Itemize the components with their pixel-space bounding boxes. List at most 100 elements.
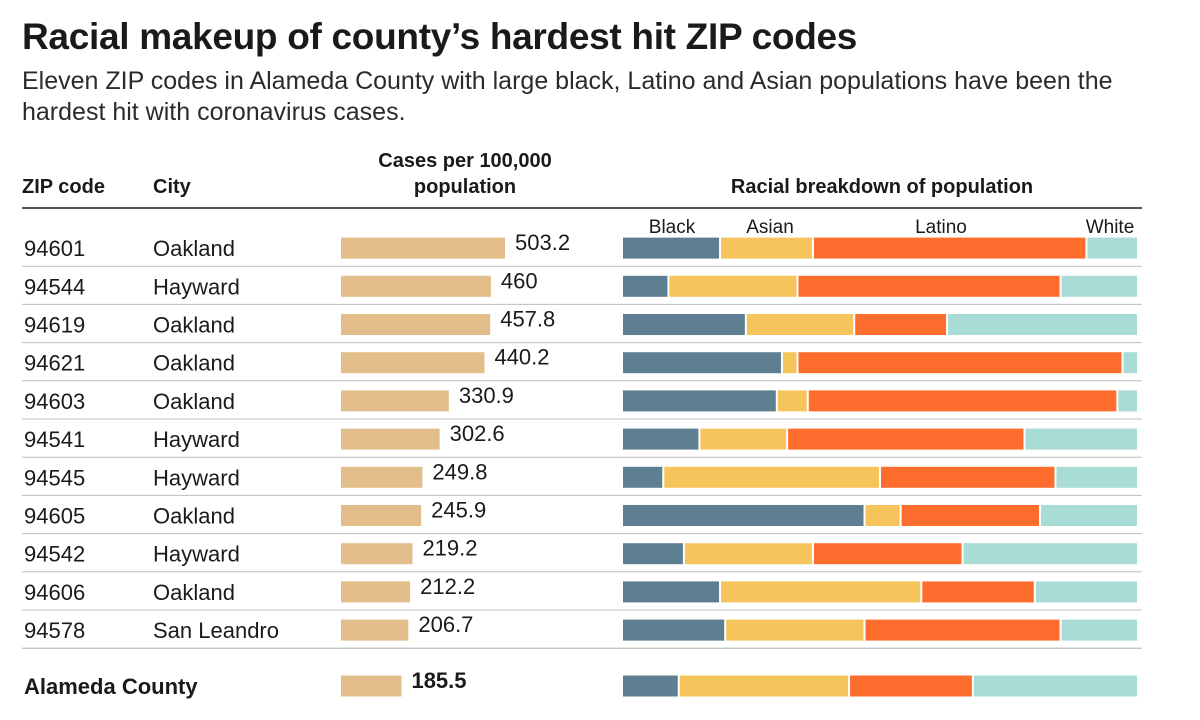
- column-header-zip: ZIP code: [22, 176, 105, 198]
- row-94619-race-white: [948, 314, 1137, 335]
- row-total-race-black: [623, 675, 678, 697]
- chart-title: Racial makeup of county’s hardest hit ZI…: [22, 16, 858, 57]
- row-94603-race-asian: [777, 390, 807, 412]
- column-header-city: City: [153, 176, 191, 198]
- row-total-zip: Alameda County: [24, 674, 198, 699]
- row-94601-cases-bar: [341, 237, 505, 259]
- row-94541-city: Hayward: [153, 427, 240, 452]
- row-94541-zip: 94541: [24, 427, 85, 452]
- row-94541-race-latino: [788, 428, 1024, 450]
- row-total-cases-bar: [341, 675, 402, 697]
- row-94621-zip: 94621: [24, 351, 85, 376]
- chart-subtitle: Eleven ZIP codes in Alameda County with …: [22, 67, 1113, 126]
- row-94542-race-asian: [684, 543, 812, 565]
- row-94542-race-latino: [813, 543, 962, 565]
- row-94545-race-asian: [664, 466, 879, 488]
- row-94621-cases-label: 440.2: [494, 345, 549, 370]
- row-94578-race-black: [623, 619, 725, 641]
- row-94621-city: Oakland: [153, 351, 235, 376]
- row-94619-race-latino: [855, 314, 947, 335]
- row-94578-cases-bar: [341, 619, 409, 641]
- row-94603-cases-bar: [341, 390, 449, 412]
- row-94578-city: San Leandro: [153, 618, 279, 643]
- row-94542-cases-bar: [341, 543, 413, 565]
- row-94619-race-asian: [746, 314, 854, 335]
- row-94601-race-white: [1087, 237, 1137, 259]
- row-94541-race-black: [623, 428, 699, 450]
- row-94621-cases-bar: [341, 352, 485, 374]
- row-94541-race-asian: [700, 428, 787, 450]
- row-94621-race-latino: [798, 352, 1122, 374]
- race-legend-asian: Asian: [746, 217, 794, 238]
- row-94621-race-black: [623, 352, 781, 374]
- row-94606-race-latino: [922, 581, 1034, 603]
- row-94619-cases-label: 457.8: [500, 307, 555, 332]
- row-94545-cases-label: 249.8: [432, 459, 487, 484]
- row-94545-race-black: [623, 466, 663, 488]
- row-94601-race-asian: [721, 237, 812, 259]
- row-94545-cases-bar: [341, 466, 423, 488]
- row-94542-race-white: [963, 543, 1137, 565]
- row-94542-cases-label: 219.2: [422, 536, 477, 561]
- row-94605-race-latino: [901, 505, 1039, 526]
- row-94605-cases-label: 245.9: [431, 498, 486, 523]
- row-94621-race-white: [1123, 352, 1137, 374]
- row-94544-race-asian: [669, 275, 797, 297]
- row-94541-cases-label: 302.6: [450, 421, 505, 446]
- column-header-race: Racial breakdown of population: [730, 176, 1034, 198]
- row-94605-cases-bar: [341, 505, 422, 526]
- row-94544-race-latino: [798, 275, 1060, 297]
- row-94605-race-asian: [865, 505, 900, 526]
- row-94606-race-asian: [721, 581, 921, 603]
- row-94578-race-asian: [726, 619, 864, 641]
- row-94605-race-white: [1040, 505, 1137, 526]
- row-94544-cases-bar: [341, 275, 491, 297]
- row-94545-zip: 94545: [24, 465, 85, 490]
- row-total-race-asian: [679, 675, 849, 697]
- row-94542-race-black: [623, 543, 683, 565]
- row-94603-race-latino: [808, 390, 1117, 412]
- row-94619-city: Oakland: [153, 313, 235, 338]
- row-94621-race-asian: [782, 352, 797, 374]
- row-94606-cases-bar: [341, 581, 411, 603]
- row-94578-cases-label: 206.7: [418, 612, 473, 637]
- row-94545-race-latino: [881, 466, 1055, 488]
- column-header-cases: Cases per 100,000 population: [378, 150, 552, 198]
- row-94606-race-black: [623, 581, 720, 603]
- row-94603-zip: 94603: [24, 389, 85, 414]
- row-94603-race-white: [1118, 390, 1137, 412]
- row-94619-zip: 94619: [24, 313, 85, 338]
- row-94601-zip: 94601: [24, 236, 85, 261]
- row-94544-zip: 94544: [24, 274, 85, 299]
- row-94606-cases-label: 212.2: [420, 574, 475, 599]
- row-94545-city: Hayward: [153, 465, 240, 490]
- row-94603-cases-label: 330.9: [459, 383, 514, 408]
- row-94542-city: Hayward: [153, 542, 240, 567]
- row-94603-race-black: [623, 390, 776, 412]
- header-divider: [22, 207, 1142, 209]
- row-94601-race-latino: [813, 237, 1086, 259]
- race-legend-black: Black: [649, 217, 696, 238]
- row-94544-cases-label: 460: [501, 268, 538, 293]
- row-total-race-latino: [850, 675, 972, 697]
- row-94606-zip: 94606: [24, 580, 85, 605]
- row-94605-race-black: [623, 505, 864, 526]
- row-94605-city: Oakland: [153, 504, 235, 529]
- row-94541-race-white: [1025, 428, 1137, 450]
- row-94545-race-white: [1056, 466, 1137, 488]
- row-94619-race-black: [623, 314, 745, 335]
- row-94606-city: Oakland: [153, 580, 235, 605]
- row-total-race-white: [973, 675, 1137, 697]
- row-94605-zip: 94605: [24, 504, 85, 529]
- row-94542-zip: 94542: [24, 542, 85, 567]
- row-94544-race-black: [623, 275, 668, 297]
- row-94578-race-latino: [865, 619, 1060, 641]
- row-94544-city: Hayward: [153, 274, 240, 299]
- row-94601-city: Oakland: [153, 236, 235, 261]
- row-total-cases-label: 185.5: [411, 668, 466, 693]
- row-94601-cases-label: 503.2: [515, 230, 570, 255]
- race-legend-latino: Latino: [915, 217, 967, 238]
- row-94544-race-white: [1061, 275, 1137, 297]
- row-94606-race-white: [1035, 581, 1137, 603]
